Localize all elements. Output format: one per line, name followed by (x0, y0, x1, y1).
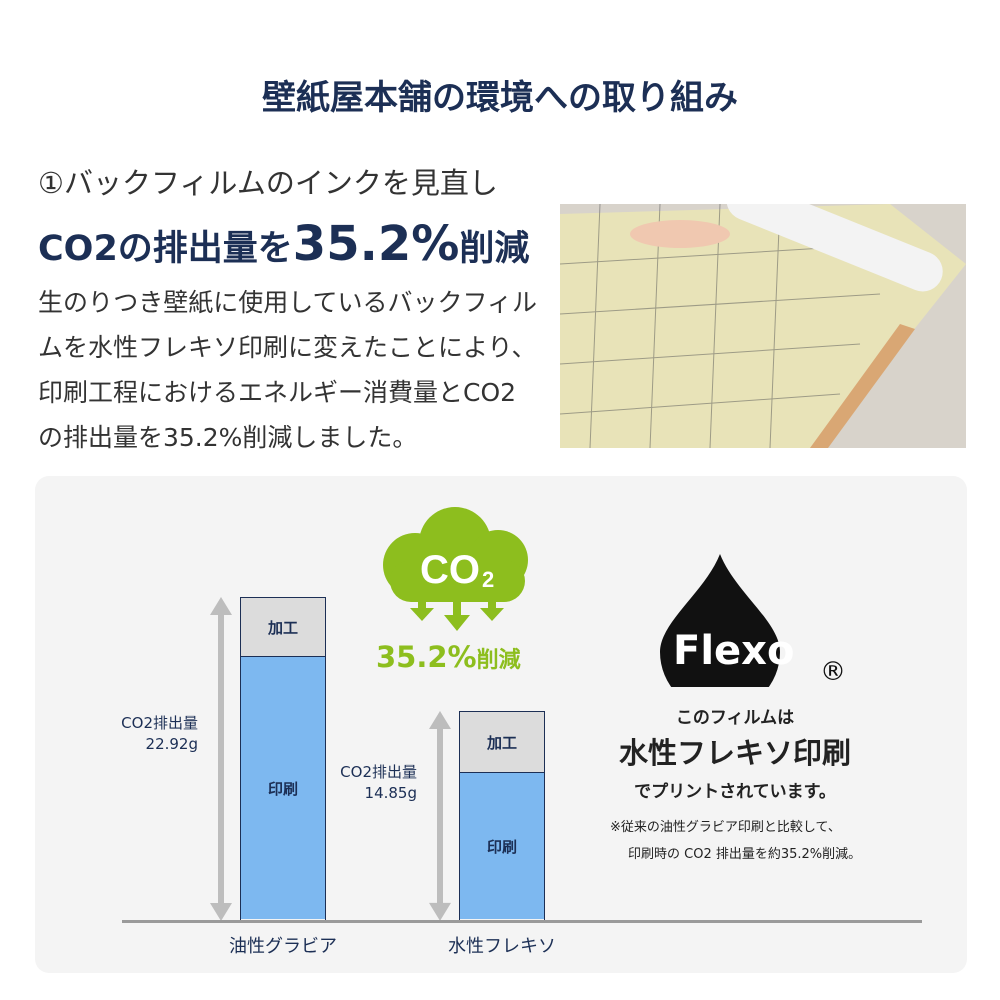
product-photo (560, 204, 966, 448)
chart-baseline (122, 920, 922, 923)
bar-segment-printing: 印刷 (241, 657, 325, 919)
headline-post: 削減 (459, 229, 530, 269)
section-body: 生のりつき壁紙に使用しているバックフィルムを水性フレキソ印刷に変えたことにより、… (38, 288, 538, 452)
flexo-note2: 印刷時の CO2 排出量を約35.2%削減。 (628, 847, 862, 862)
reduction-value: 35.2% (376, 640, 477, 674)
bar-segment-processing: 加工 (460, 712, 544, 774)
flexo-line1: このフィルムは (675, 708, 795, 728)
double-arrow-icon (210, 597, 232, 921)
total-label-title: CO2排出量 (121, 714, 198, 732)
stacked-bar: 加工 印刷 (459, 711, 545, 921)
flexo-line3: でプリントされています。 (634, 782, 836, 802)
total-value: 22.92g (145, 735, 198, 753)
section-headline: CO2の排出量を35.2%削減 (38, 216, 529, 272)
total-label-title: CO2排出量 (340, 763, 417, 782)
bar-segment-printing: 印刷 (460, 773, 544, 919)
registered-mark: ® (820, 657, 846, 687)
total-label: CO2排出量 22.92g (98, 713, 198, 755)
co2-cloud-icon: CO 2 (383, 507, 528, 631)
section-subtitle: ①バックフィルムのインクを見直し (38, 166, 498, 200)
co2-subscript: 2 (482, 567, 494, 592)
reduction-badge: 35.2%削減 (376, 640, 521, 674)
flexo-logo: Flexo ® (660, 554, 846, 687)
page-title: 壁紙屋本舗の環境への取り組み (262, 78, 738, 118)
headline-pre: CO2の排出量を (38, 229, 293, 269)
category-label: 油性グラビア (229, 936, 337, 957)
double-arrow-icon (429, 711, 451, 921)
flexo-logo-text: Flexo (673, 628, 794, 674)
category-label: 水性フレキソ (448, 936, 556, 957)
co2-text: CO (420, 548, 480, 592)
reduction-label: 削減 (476, 648, 521, 673)
stacked-bar: 加工 印刷 (240, 597, 326, 921)
headline-value: 35.2% (292, 216, 460, 272)
bar-segment-processing: 加工 (241, 598, 325, 658)
flexo-line2: 水性フレキソ印刷 (618, 736, 851, 770)
flexo-note1: ※従来の油性グラビア印刷と比較して、 (610, 820, 841, 835)
total-label: CO2排出量 14.85g (317, 762, 417, 804)
total-value: 14.85g (364, 784, 417, 803)
